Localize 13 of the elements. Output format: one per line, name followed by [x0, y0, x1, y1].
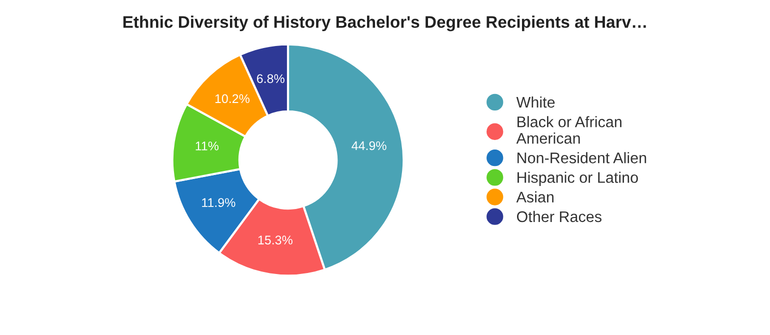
legend-label: Hispanic or Latino — [518, 172, 638, 186]
data-label: 44.9% — [352, 141, 386, 150]
data-label: 15.3% — [258, 236, 292, 244]
data-label: 6.8% — [256, 74, 284, 84]
legend-label: Other Races — [516, 210, 602, 222]
data-label: 10.2% — [215, 94, 250, 104]
data-label: 11% — [196, 142, 218, 150]
legend-label: White — [516, 96, 555, 108]
legend-label: Non-Resident Alien — [518, 152, 646, 164]
legend-label: Black or African American — [516, 116, 622, 144]
chart-title: Ethnic Diversity of History Bachelor's Degree Recipients at Harv… — [123, 16, 646, 32]
legend-label: Asian — [516, 191, 554, 203]
data-label: 11.9% — [202, 198, 236, 207]
